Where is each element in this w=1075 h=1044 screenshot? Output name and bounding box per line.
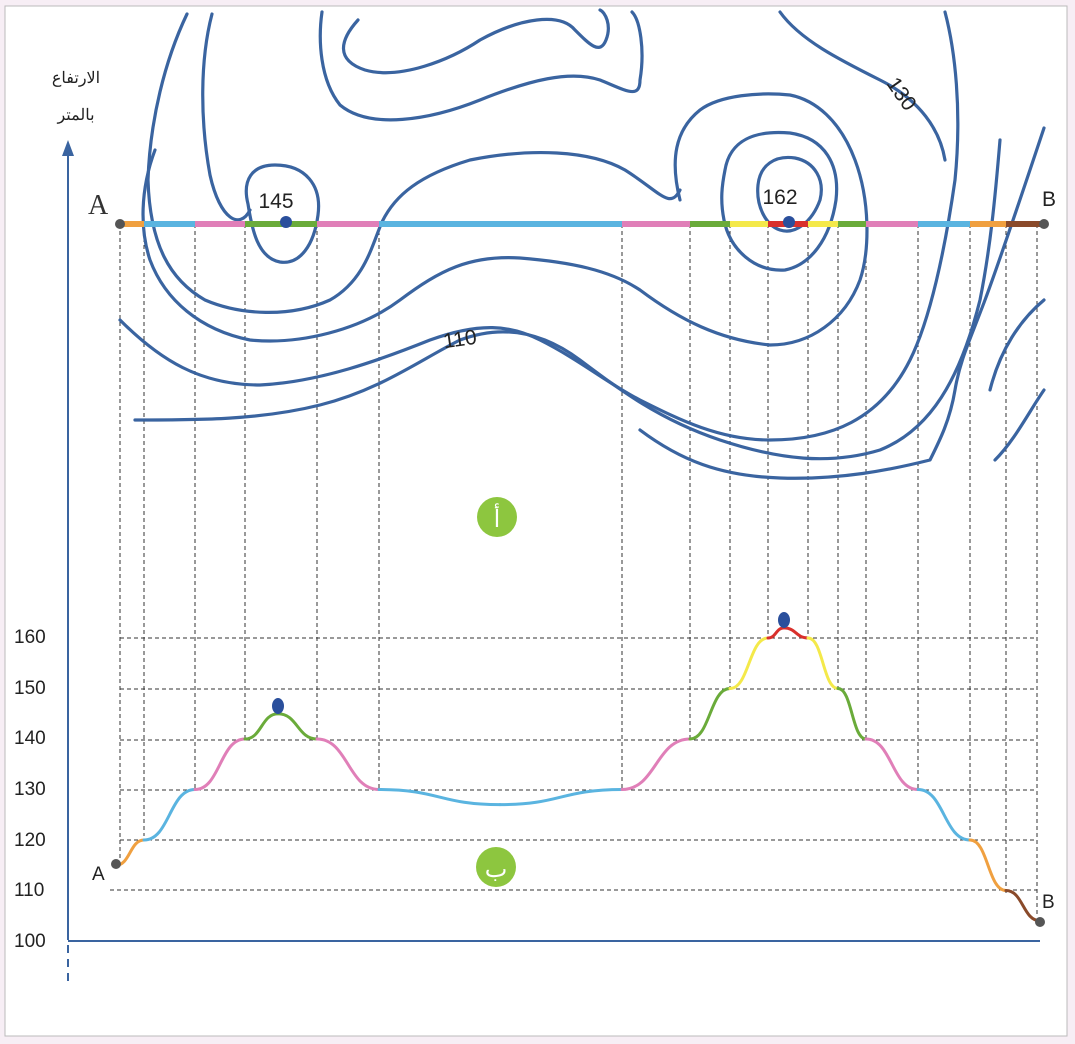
profile-curve: [114, 626, 1042, 923]
contour-line: [342, 8, 610, 75]
contour-label-110: 110: [442, 326, 478, 353]
contour-line: [133, 138, 1002, 461]
map-label-b: B: [1042, 188, 1056, 211]
y-axis-arrow: [62, 140, 74, 156]
contour-line: [720, 130, 839, 272]
profile-segment: [968, 838, 1008, 892]
profile-segment: [498, 788, 624, 807]
tick-label-160: 160: [14, 627, 46, 648]
contour-line: [244, 163, 321, 264]
profile-segment: [766, 626, 786, 640]
peak-145-marker: [280, 216, 292, 228]
contour-line: [988, 298, 1046, 392]
profile-label-a: A: [92, 864, 105, 885]
profile-peak-162-marker: [778, 612, 790, 628]
section-badge-profile-label: ب: [485, 856, 508, 883]
elevation-gridlines: [110, 637, 1037, 891]
profile-segment: [142, 788, 197, 842]
profile-point-b-marker: [1035, 917, 1045, 927]
section-badge-profile: [476, 847, 516, 887]
contour-lines: [118, 8, 1046, 480]
section-badge-map: [477, 497, 517, 537]
profile-segment: [377, 788, 502, 807]
profile-point-a-marker: [111, 859, 121, 869]
peak-162-marker: [783, 216, 795, 228]
profile-segment: [916, 788, 972, 842]
tick-label-130: 130: [14, 779, 46, 800]
profile-peak-145-marker: [272, 698, 284, 714]
contour-line: [201, 12, 252, 222]
y-axis-title-line2: بالمتر: [56, 107, 94, 124]
peak-right-label: 162: [762, 186, 797, 209]
profile-segment: [193, 737, 247, 791]
contour-line: [778, 10, 947, 162]
tick-label-110: 110: [14, 880, 44, 901]
profile-segment: [276, 712, 319, 741]
profile-segment: [620, 737, 692, 791]
contour-line: [141, 92, 869, 347]
tick-label-100: 100: [14, 931, 46, 952]
profile-label-b: B: [1042, 892, 1055, 913]
point-b-marker: [1039, 219, 1049, 229]
profile-segment: [782, 626, 810, 640]
y-axis-title-line1: الارتفاع: [52, 70, 100, 87]
section-badge-map-label: أ: [494, 502, 501, 533]
profile-segment: [728, 636, 770, 690]
profile-segment: [243, 712, 280, 741]
peak-left-label: 145: [258, 190, 293, 213]
profile-segment: [688, 687, 732, 741]
contour-line: [993, 388, 1046, 462]
tick-label-150: 150: [14, 678, 46, 699]
profile-segment: [806, 636, 840, 690]
projection-lines: [119, 224, 1038, 915]
tick-label-140: 140: [14, 728, 46, 749]
contour-line: [638, 126, 1046, 480]
contour-line: [318, 10, 644, 122]
point-a-marker: [115, 219, 125, 229]
profile-segment: [836, 687, 868, 741]
profile-segment: [864, 737, 920, 791]
tick-label-120: 120: [14, 830, 46, 851]
figure-frame: [4, 5, 1068, 1037]
map-label-a: A: [88, 190, 109, 221]
profile-segment: [315, 737, 381, 791]
